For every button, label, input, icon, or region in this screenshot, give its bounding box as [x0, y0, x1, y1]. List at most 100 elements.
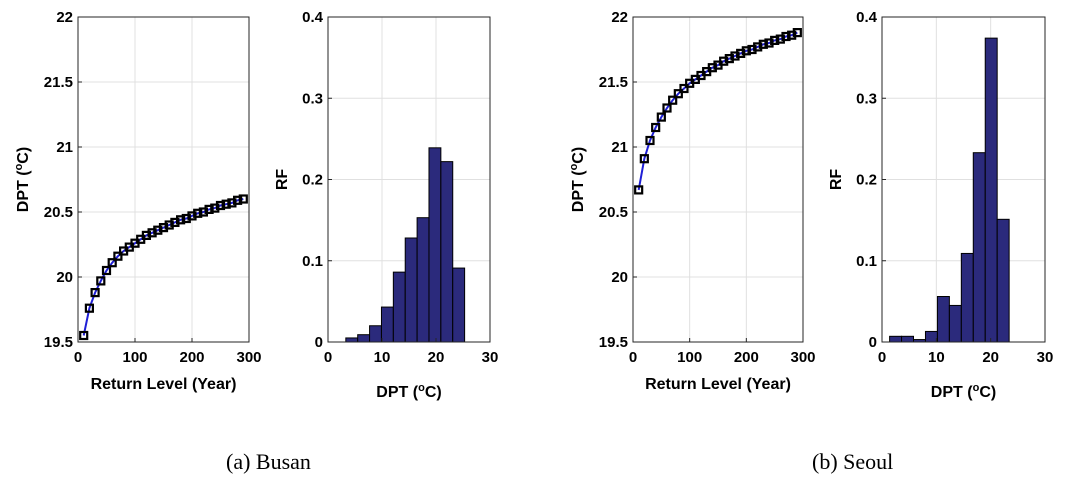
histogram-bar	[440, 161, 454, 343]
y-tick-label: 0.1	[856, 253, 877, 270]
y-tick-label: 20.5	[599, 204, 628, 221]
y-tick-label: 20.5	[44, 204, 73, 221]
y-tick-label: 19.5	[44, 334, 73, 351]
axes-box	[77, 16, 250, 343]
x-tick-label: 0	[878, 349, 886, 366]
x-tick-label: 20	[982, 349, 999, 366]
chart-busan-return-level: 0 100 200 300 19.5 20 20.5 21 21.5 22 Return Level…	[13, 9, 262, 393]
y-tick-label: 0.1	[302, 253, 323, 270]
y-tick-label: 20	[611, 269, 628, 286]
y-tick-label: 0.3	[856, 90, 877, 107]
data-marker	[679, 83, 689, 94]
x-tick-label: 10	[374, 349, 391, 366]
x-axis-label-sup: o	[418, 382, 425, 394]
y-tick-label: 19.5	[599, 334, 628, 351]
y-axis-label-end: C)	[570, 147, 587, 164]
y-axis-label-main: DPT (	[570, 170, 587, 212]
x-tick-label: 100	[677, 349, 702, 366]
y-axis-label-main: DPT (	[15, 170, 32, 212]
axes-box	[632, 16, 804, 343]
x-axis-label: Return Level (Year)	[91, 376, 237, 393]
y-axis-label: DPT (oC)	[13, 147, 32, 212]
chart-busan-histogram: 0 10 20 30 0 0.1 0.2 0.3 0.4 DPT (oC) RF	[274, 9, 498, 401]
y-axis-label: RF	[274, 169, 291, 191]
histogram-bar	[416, 217, 430, 343]
y-tick-label: 20	[56, 269, 73, 286]
histogram-bar	[428, 147, 442, 343]
y-tick-label: 22	[56, 9, 73, 26]
histogram-bar	[369, 325, 382, 343]
data-marker	[96, 276, 106, 286]
histogram-bar	[960, 252, 974, 343]
y-tick-label: 21.5	[599, 74, 628, 91]
data-marker	[79, 330, 89, 341]
data-marker	[113, 251, 123, 261]
histogram-bar	[924, 330, 938, 343]
data-marker	[673, 89, 683, 99]
x-axis-label-end: C)	[979, 384, 996, 401]
y-tick-label: 0.2	[856, 172, 877, 189]
x-tick-label: 20	[428, 349, 445, 366]
data-marker	[758, 39, 768, 49]
data-marker	[651, 122, 661, 133]
y-tick-label: 0.3	[302, 90, 323, 107]
x-tick-label: 0	[324, 349, 332, 366]
x-tick-label: 100	[122, 349, 147, 366]
data-marker	[215, 200, 226, 211]
data-marker	[645, 135, 655, 146]
y-tick-label: 0	[315, 334, 323, 351]
histogram-bar	[345, 337, 359, 343]
x-tick-label: 200	[179, 349, 204, 366]
histogram-bar	[901, 335, 915, 343]
caption-busan: (a) Busan	[226, 449, 311, 474]
data-marker	[668, 95, 678, 105]
data-marker	[193, 208, 203, 218]
caption-seoul: (b) Seoul	[812, 449, 894, 474]
chart-seoul-histogram: 0 10 20 30 0 0.1 0.2 0.3 0.4 DPT (oC) RF	[828, 9, 1053, 401]
histogram-bar	[357, 334, 371, 343]
data-marker	[792, 28, 802, 38]
data-marker	[238, 194, 248, 204]
x-axis-label: DPT (oC)	[376, 382, 441, 401]
y-tick-label: 0.4	[302, 9, 324, 26]
y-axis-label-sup: o	[568, 163, 580, 170]
histogram-bar	[380, 306, 394, 343]
histogram-bar	[972, 152, 986, 343]
x-tick-label: 200	[734, 349, 759, 366]
x-tick-label: 10	[928, 349, 945, 366]
histogram-bar	[984, 37, 998, 343]
data-marker	[101, 265, 112, 276]
x-axis-label: Return Level (Year)	[645, 376, 791, 393]
x-axis-label-sup: o	[973, 382, 980, 394]
x-axis-label-main: DPT (	[376, 384, 418, 401]
data-marker	[90, 288, 100, 298]
data-marker	[176, 215, 186, 225]
x-tick-label: 300	[236, 349, 261, 366]
data-marker	[656, 112, 666, 122]
y-tick-label: 21.5	[44, 74, 73, 91]
data-marker	[221, 199, 231, 209]
data-marker	[770, 35, 780, 46]
y-tick-label: 0	[869, 334, 877, 351]
histogram-bar	[889, 335, 903, 343]
x-tick-label: 30	[482, 349, 499, 366]
histogram-bar	[948, 304, 962, 343]
y-tick-label: 0.4	[856, 9, 878, 26]
histogram-bar	[452, 267, 466, 343]
y-tick-label: 0.2	[302, 172, 323, 189]
data-marker	[639, 154, 649, 164]
data-marker	[233, 195, 243, 205]
x-axis-label: DPT (oC)	[931, 382, 996, 401]
histogram-bar	[936, 296, 950, 343]
chart-seoul-return-level: 0 100 200 300 19.5 20 20.5 21 21.5 22 Return Level…	[568, 9, 816, 393]
x-axis-label-end: C)	[425, 384, 442, 401]
histogram-bar	[392, 271, 406, 343]
y-tick-label: 21	[56, 139, 73, 156]
histogram-bar	[996, 218, 1010, 343]
y-tick-label: 22	[611, 9, 628, 26]
data-marker	[634, 185, 644, 195]
x-tick-label: 0	[74, 349, 82, 366]
x-tick-label: 0	[629, 349, 637, 366]
data-marker	[741, 46, 751, 56]
